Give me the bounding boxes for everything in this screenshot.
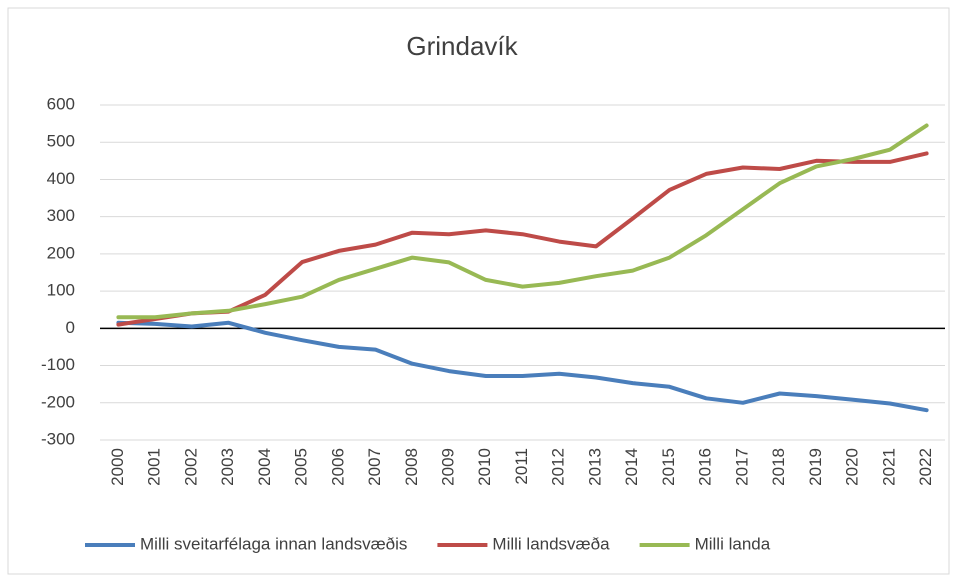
- x-tick-label: 2015: [659, 448, 678, 486]
- series-line: [116, 151, 929, 327]
- y-tick-label: 400: [47, 169, 75, 188]
- x-tick-label: 2012: [549, 448, 568, 486]
- x-tick-label: 2020: [843, 448, 862, 486]
- x-tick-label: 2005: [292, 448, 311, 486]
- x-tick-label: 2021: [879, 448, 898, 486]
- y-tick-label: 0: [66, 318, 75, 337]
- legend-label: Milli landa: [695, 534, 771, 553]
- chart-title: Grindavík: [406, 31, 518, 61]
- x-tick-label: 2003: [218, 448, 237, 486]
- x-tick-label: 2017: [732, 448, 751, 486]
- x-tick-label: 2001: [145, 448, 164, 486]
- x-tick-label: 2014: [622, 448, 641, 486]
- x-tick-label: 2008: [402, 448, 421, 486]
- y-tick-label: -200: [41, 392, 75, 411]
- x-tick-label: 2002: [181, 448, 200, 486]
- y-tick-label: 600: [47, 94, 75, 113]
- y-tick-label: -100: [41, 355, 75, 374]
- x-tick-label: 2018: [769, 448, 788, 486]
- series-line: [116, 320, 929, 413]
- x-tick-label: 2013: [585, 448, 604, 486]
- x-tick-label: 2016: [696, 448, 715, 486]
- x-tick-label: 2006: [328, 448, 347, 486]
- y-tick-label: 300: [47, 206, 75, 225]
- x-tick-label: 2009: [439, 448, 458, 486]
- x-tick-label: 2019: [806, 448, 825, 486]
- y-tick-label: 200: [47, 243, 75, 262]
- x-tick-label: 2022: [916, 448, 935, 486]
- y-tick-label: -300: [41, 429, 75, 448]
- y-tick-label: 500: [47, 132, 75, 151]
- x-tick-label: 2000: [108, 448, 127, 486]
- x-tick-label: 2010: [475, 448, 494, 486]
- y-tick-label: 100: [47, 281, 75, 300]
- x-tick-label: 2004: [255, 448, 274, 486]
- x-tick-label: 2011: [512, 448, 531, 485]
- legend-label: Milli sveitarfélaga innan landsvæðis: [140, 534, 407, 553]
- legend-label: Milli landsvæða: [492, 534, 610, 553]
- x-tick-label: 2007: [365, 448, 384, 486]
- series-line: [116, 123, 929, 320]
